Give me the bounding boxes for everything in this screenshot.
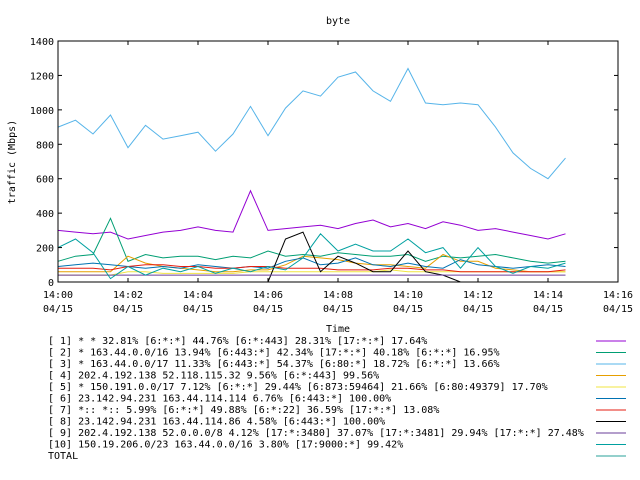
series-line-1 xyxy=(57,189,566,240)
y-tick-label: 800 xyxy=(36,140,54,151)
legend-label-8: [ 8] 23.142.94.231 163.44.114.86 4.58% [… xyxy=(48,417,385,428)
x-tick-label-date: 04/15 xyxy=(393,304,423,315)
x-tick-label-time: 14:10 xyxy=(393,290,423,301)
x-tick-label-date: 04/15 xyxy=(323,304,353,315)
y-ticks: 0 200 400 600 800 1000 1200 1400 xyxy=(30,37,618,289)
x-ticks: 14:00 04/15 14:02 04/15 14:04 04/15 14:06 04/15… xyxy=(43,41,633,315)
x-tick-label-time: 14:16 xyxy=(603,290,633,301)
legend-label-1: [ 1] * * 32.81% [6:*:*] 44.76% [6:*:443]… xyxy=(48,336,427,347)
series-line-5 xyxy=(58,269,566,276)
legend-label-7: [ 7] *:: *:: 5.99% [6:*:*] 49.88% [6:*:2… xyxy=(48,405,439,416)
x-tick-label-date: 04/15 xyxy=(43,304,73,315)
series-line-2 xyxy=(57,217,566,264)
series-line-7 xyxy=(58,264,566,273)
x-tick-label-time: 14:08 xyxy=(323,290,353,301)
x-tick-label-date: 04/15 xyxy=(183,304,213,315)
legend-label-total: TOTAL xyxy=(48,451,78,462)
legend-label-5: [ 5] * 150.191.0.0/17 7.12% [6:*:*] 29.4… xyxy=(48,382,548,393)
x-tick-label-time: 14:02 xyxy=(113,290,143,301)
series-line-6 xyxy=(57,257,566,269)
legend: [ 1] * * 32.81% [6:*:*] 44.76% [6:*:443]… xyxy=(48,336,626,462)
x-tick-label-time: 14:06 xyxy=(253,290,283,301)
y-tick-label: 400 xyxy=(36,209,54,220)
series-line-4 xyxy=(58,253,566,273)
y-tick-label: 600 xyxy=(36,175,54,186)
legend-label-2: [ 2] * 163.44.0.0/16 13.94% [6:443:*] 42… xyxy=(48,348,500,359)
x-tick-label-time: 14:12 xyxy=(463,290,493,301)
legend-label-6: [ 6] 23.142.94.231 163.44.114.114 6.76% … xyxy=(48,394,391,405)
legend-label-4: [ 4] 202.4.192.138 52.118.115.32 9.56% [… xyxy=(48,371,379,382)
y-axis-label: traffic (Mbps) xyxy=(7,120,18,204)
series-line-3 xyxy=(57,67,566,180)
y-tick-label: 0 xyxy=(48,278,54,289)
plot-lines xyxy=(57,67,566,283)
legend-label-3: [ 3] * 163.44.0.0/17 11.33% [6:443:*] 54… xyxy=(48,359,500,370)
x-tick-label-date: 04/15 xyxy=(603,304,633,315)
y-tick-label: 1200 xyxy=(30,71,54,82)
x-tick-label-date: 04/15 xyxy=(533,304,563,315)
series-line-10 xyxy=(57,233,566,280)
x-tick-label-date: 04/15 xyxy=(253,304,283,315)
x-tick-label-date: 04/15 xyxy=(113,304,143,315)
x-tick-label-time: 14:04 xyxy=(183,290,213,301)
chart-title: byte xyxy=(326,16,350,27)
x-tick-label-time: 14:00 xyxy=(43,290,73,301)
legend-label-10: [10] 150.19.206.0/23 163.44.0.0/16 3.80%… xyxy=(48,440,403,451)
y-tick-label: 1400 xyxy=(30,37,54,48)
y-tick-label: 1000 xyxy=(30,106,54,117)
x-axis-label: Time xyxy=(326,324,350,335)
x-tick-label-date: 04/15 xyxy=(463,304,493,315)
y-tick-label: 200 xyxy=(36,244,54,255)
x-tick-label-time: 14:14 xyxy=(533,290,563,301)
legend-label-9: [ 9] 202.4.192.138 52.0.0.0/8 4.12% [17:… xyxy=(48,428,584,439)
